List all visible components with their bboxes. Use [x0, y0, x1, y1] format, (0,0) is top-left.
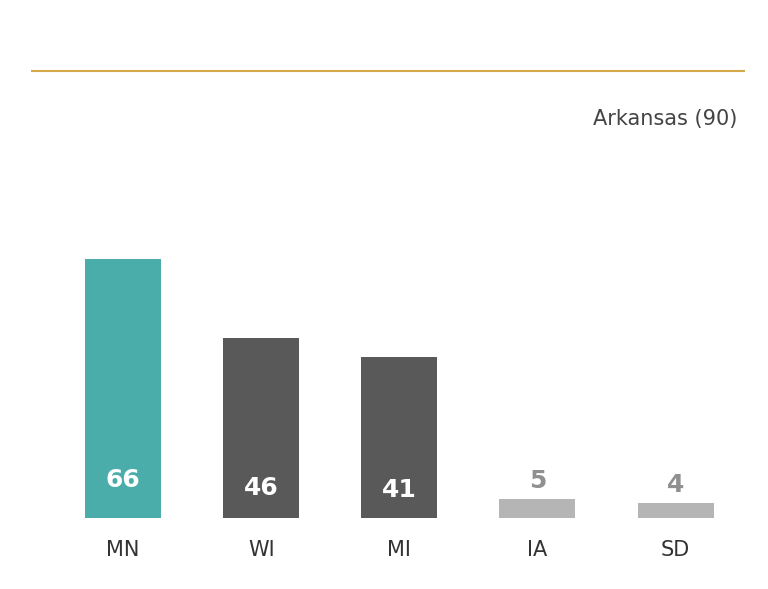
Text: IA: IA	[528, 540, 548, 560]
Bar	[223, 337, 300, 518]
Text: Arkansas (90): Arkansas (90)	[593, 109, 737, 129]
Text: SD: SD	[661, 540, 690, 560]
Text: MI: MI	[387, 540, 412, 560]
Text: 46: 46	[244, 477, 279, 500]
Text: MN: MN	[107, 540, 140, 560]
Bar	[499, 499, 575, 518]
Bar	[85, 259, 161, 518]
Text: 66: 66	[106, 468, 141, 492]
Text: WI: WI	[248, 540, 275, 560]
Bar	[637, 502, 713, 518]
Text: 5: 5	[529, 469, 546, 493]
Text: 4: 4	[667, 473, 684, 497]
Text: 41: 41	[382, 478, 417, 502]
Bar	[362, 358, 437, 518]
